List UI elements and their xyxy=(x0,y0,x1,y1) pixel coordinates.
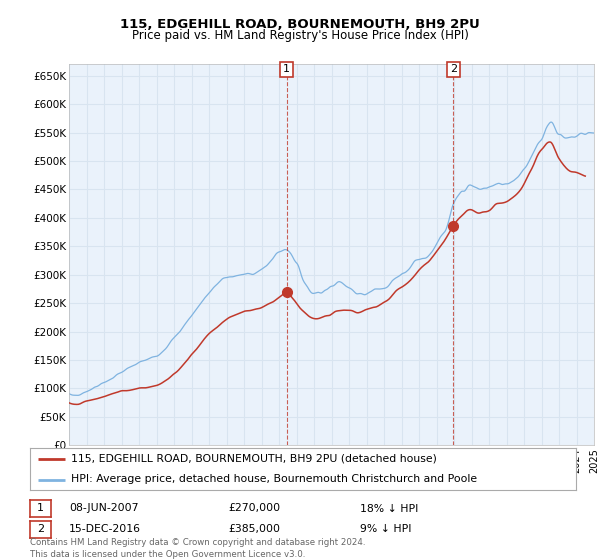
Text: Price paid vs. HM Land Registry's House Price Index (HPI): Price paid vs. HM Land Registry's House … xyxy=(131,29,469,42)
Text: 9% ↓ HPI: 9% ↓ HPI xyxy=(360,524,412,534)
Text: £385,000: £385,000 xyxy=(228,524,280,534)
Text: 115, EDGEHILL ROAD, BOURNEMOUTH, BH9 2PU: 115, EDGEHILL ROAD, BOURNEMOUTH, BH9 2PU xyxy=(120,18,480,31)
Text: 08-JUN-2007: 08-JUN-2007 xyxy=(69,503,139,514)
Text: HPI: Average price, detached house, Bournemouth Christchurch and Poole: HPI: Average price, detached house, Bour… xyxy=(71,474,477,484)
Text: 1: 1 xyxy=(283,64,290,74)
Text: Contains HM Land Registry data © Crown copyright and database right 2024.
This d: Contains HM Land Registry data © Crown c… xyxy=(30,538,365,559)
Text: 1: 1 xyxy=(37,503,44,514)
Text: 18% ↓ HPI: 18% ↓ HPI xyxy=(360,503,418,514)
Text: 2: 2 xyxy=(450,64,457,74)
Text: 115, EDGEHILL ROAD, BOURNEMOUTH, BH9 2PU (detached house): 115, EDGEHILL ROAD, BOURNEMOUTH, BH9 2PU… xyxy=(71,454,437,464)
Text: £270,000: £270,000 xyxy=(228,503,280,514)
Text: 2: 2 xyxy=(37,524,44,534)
Text: 15-DEC-2016: 15-DEC-2016 xyxy=(69,524,141,534)
